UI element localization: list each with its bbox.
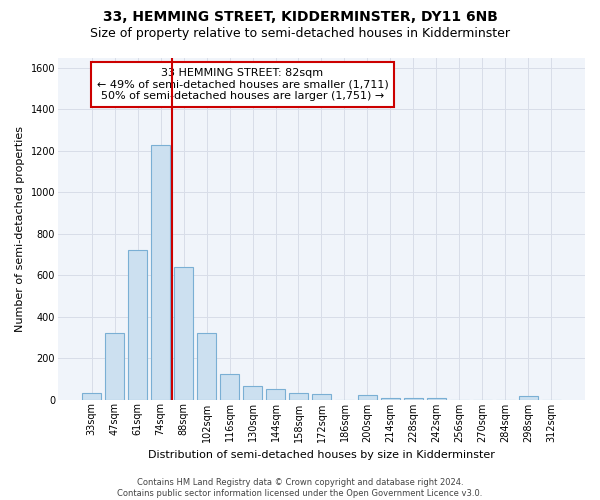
Bar [380,398,400,400]
Bar [266,389,285,400]
Bar [243,386,262,400]
Bar [358,396,377,400]
Bar [151,144,170,400]
Text: Size of property relative to semi-detached houses in Kidderminster: Size of property relative to semi-detach… [90,28,510,40]
Bar [518,396,538,400]
Bar [174,267,193,400]
Y-axis label: Number of semi-detached properties: Number of semi-detached properties [15,126,25,332]
Text: 33 HEMMING STREET: 82sqm
← 49% of semi-detached houses are smaller (1,711)
50% o: 33 HEMMING STREET: 82sqm ← 49% of semi-d… [97,68,388,101]
Text: Contains HM Land Registry data © Crown copyright and database right 2024.
Contai: Contains HM Land Registry data © Crown c… [118,478,482,498]
Bar [289,394,308,400]
Bar [404,398,423,400]
X-axis label: Distribution of semi-detached houses by size in Kidderminster: Distribution of semi-detached houses by … [148,450,495,460]
Bar [197,333,217,400]
Bar [220,374,239,400]
Bar [312,394,331,400]
Bar [105,333,124,400]
Bar [82,394,101,400]
Bar [427,398,446,400]
Bar [128,250,148,400]
Text: 33, HEMMING STREET, KIDDERMINSTER, DY11 6NB: 33, HEMMING STREET, KIDDERMINSTER, DY11 … [103,10,497,24]
